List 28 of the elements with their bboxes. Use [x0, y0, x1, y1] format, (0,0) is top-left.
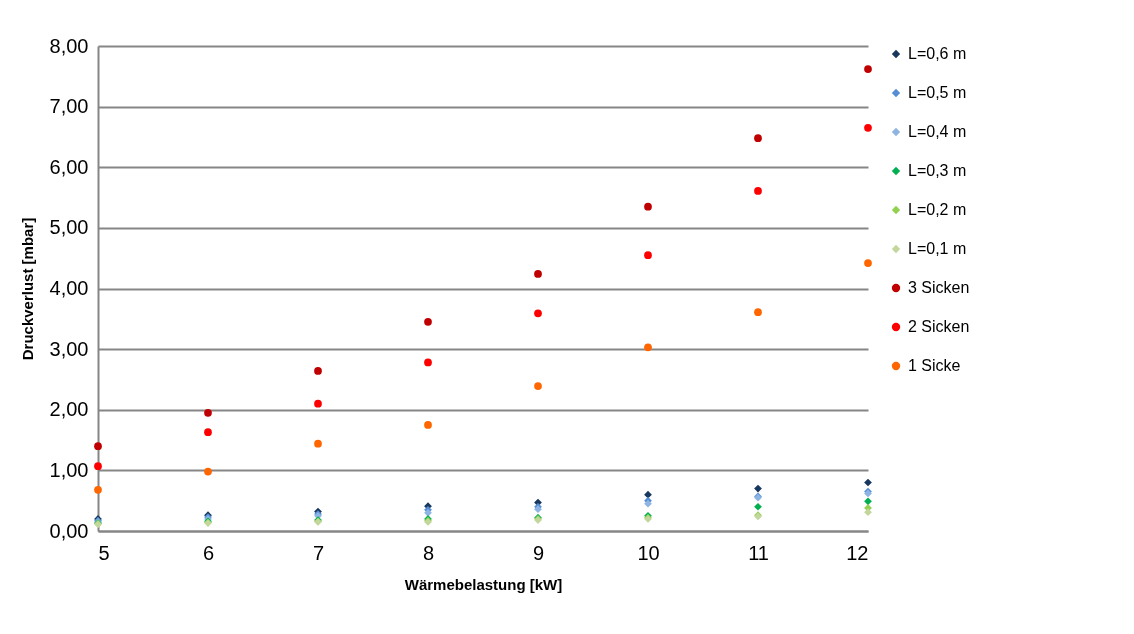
legend-label: 1 Sicke — [908, 357, 961, 374]
y-tick-label: 3,00 — [49, 337, 89, 360]
y-tick-label: 0,00 — [49, 519, 89, 542]
x-tick-label: 9 — [532, 541, 545, 564]
legend-label: L=0,1 m — [908, 240, 967, 257]
x-axis-title: Wärmebelastung [kW] — [404, 575, 563, 593]
x-tick-label: 11 — [748, 541, 769, 564]
x-tick-label: 5 — [98, 541, 110, 564]
x-tick-label: 12 — [846, 541, 869, 564]
x-tick-label: 6 — [202, 541, 215, 564]
legend-label: 2 Sicken — [908, 318, 970, 335]
legend-label: L=0,3 m — [908, 162, 967, 179]
y-axis-title: Druckverlust [mbar] — [18, 217, 36, 361]
x-tick-label: 8 — [422, 541, 435, 564]
legend-label: 3 Sicken — [908, 279, 970, 296]
x-tick-label: 10 — [637, 541, 660, 564]
legend-label: L=0,5 m — [908, 84, 967, 101]
legend-label: L=0,2 m — [908, 201, 967, 218]
y-tick-label: 7,00 — [49, 95, 89, 118]
y-tick-label: 1,00 — [49, 458, 89, 481]
y-tick-label: 6,00 — [49, 155, 89, 178]
legend-label: L=0,6 m — [908, 45, 967, 62]
y-tick-label: 2,00 — [49, 398, 89, 421]
y-tick-label: 8,00 — [49, 34, 89, 57]
x-tick-label: 7 — [312, 541, 325, 564]
legend-label: L=0,4 m — [908, 123, 967, 140]
y-tick-label: 5,00 — [49, 216, 89, 239]
y-tick-label: 4,00 — [49, 277, 89, 299]
